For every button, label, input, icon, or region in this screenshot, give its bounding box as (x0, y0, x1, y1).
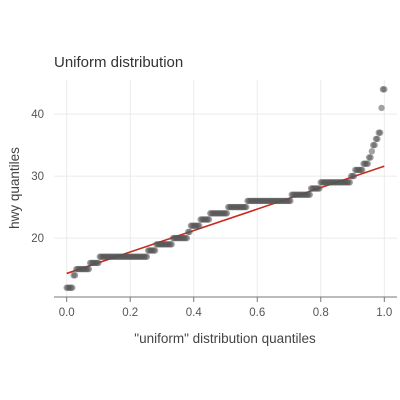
y-tick-label: 30 (31, 171, 44, 183)
quantile-point (71, 272, 79, 279)
x-tick-label: 0.2 (122, 307, 138, 319)
x-tick-label: 0.0 (59, 307, 75, 319)
quantile-point (243, 203, 250, 211)
quantile-point (69, 284, 76, 291)
quantile-point (151, 247, 159, 254)
grid-lines (54, 80, 397, 297)
quantile-point (378, 104, 385, 112)
quantile-point (306, 191, 313, 198)
quantile-point (374, 135, 381, 143)
quantile-point (183, 234, 191, 242)
quantile-point (368, 148, 376, 155)
x-tick-label: 0.8 (313, 307, 329, 319)
quantile-point (223, 210, 231, 217)
quantile-point (371, 141, 378, 149)
quantile-point (168, 241, 175, 248)
y-axis-label: hwy quantiles (7, 147, 22, 229)
axes: 0.0 0.2 0.4 0.6 0.8 1.0 20 30 40 (31, 109, 397, 319)
chart-title: Uniform distribution (54, 54, 183, 71)
quantile-point (376, 129, 384, 136)
x-tick-label: 1.0 (376, 307, 392, 319)
points-layer (63, 86, 388, 291)
x-tick-label: 0.6 (249, 307, 265, 319)
quantile-point (381, 86, 388, 93)
quantile-point (95, 259, 102, 267)
quantile-point (359, 166, 366, 174)
quantile-point (186, 228, 193, 236)
quantile-point (196, 222, 203, 229)
y-tick-label: 20 (31, 233, 44, 245)
x-tick-label: 0.4 (186, 307, 203, 319)
quantile-point (346, 179, 353, 186)
quantile-point (205, 216, 213, 223)
quantile-point (350, 172, 358, 180)
quantile-point (85, 265, 92, 273)
quantile-point (367, 154, 374, 161)
x-axis-label: "uniform" distribution quantiles (134, 331, 316, 346)
quantile-point (316, 185, 323, 192)
quantile-point (364, 160, 371, 167)
y-tick-label: 40 (31, 109, 44, 121)
quantile-point (287, 197, 294, 205)
quantile-point (143, 253, 150, 260)
